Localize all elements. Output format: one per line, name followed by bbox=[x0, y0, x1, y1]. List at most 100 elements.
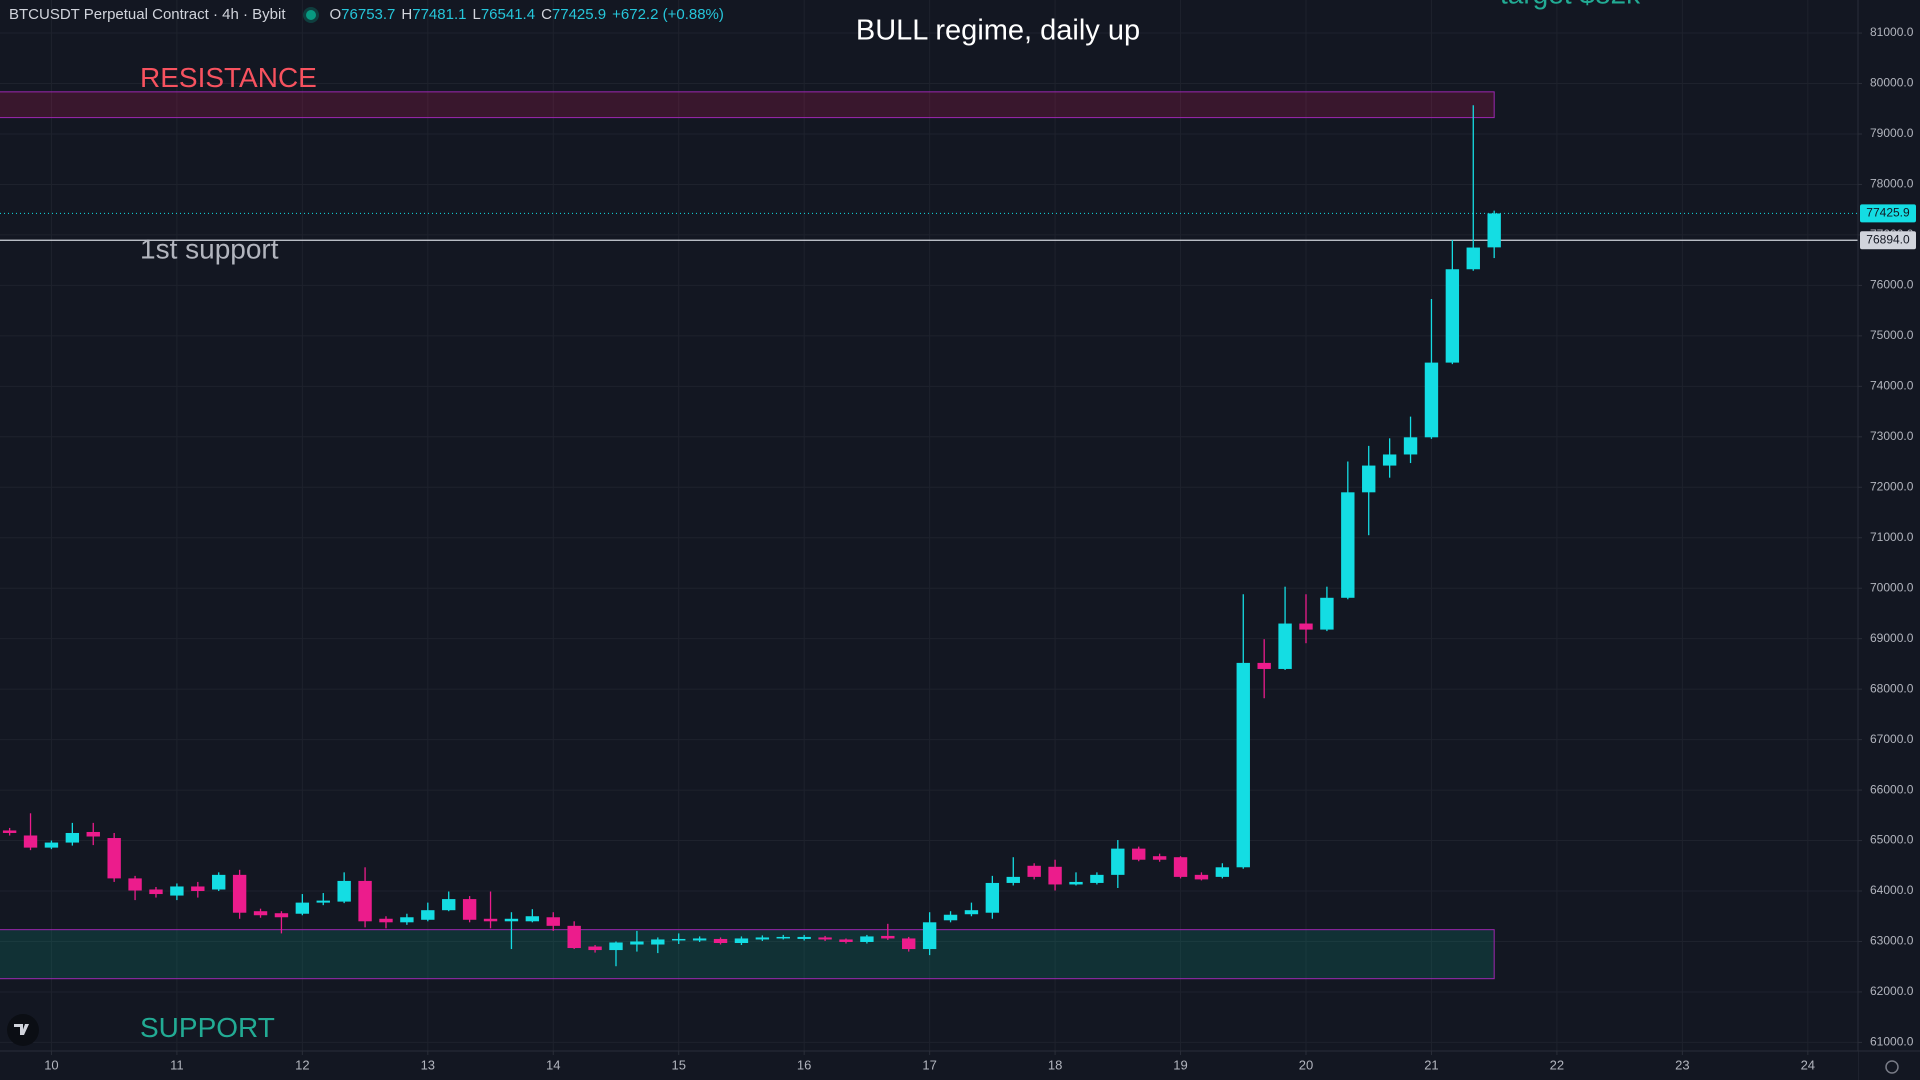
candle-body bbox=[1299, 623, 1313, 630]
candle-body bbox=[1194, 874, 1209, 880]
ohlc-label: L bbox=[472, 6, 481, 23]
candle-body bbox=[797, 936, 811, 939]
tv-logo bbox=[7, 1014, 39, 1046]
time-axis bbox=[0, 1051, 1858, 1080]
candle-body bbox=[107, 838, 121, 879]
ohlc-label: C bbox=[541, 6, 552, 23]
zone-label: RESISTANCE bbox=[140, 62, 317, 93]
candle-body bbox=[65, 832, 80, 843]
x-tick-label: 13 bbox=[421, 1057, 435, 1072]
candle-body bbox=[567, 925, 581, 949]
x-tick-label: 19 bbox=[1173, 1057, 1187, 1072]
x-tick-label: 24 bbox=[1801, 1057, 1815, 1072]
candle-body bbox=[1132, 848, 1146, 860]
candle-body bbox=[943, 914, 958, 921]
status-dot bbox=[305, 9, 316, 20]
candle-body bbox=[1152, 856, 1167, 860]
x-tick-label: 16 bbox=[797, 1057, 811, 1072]
candle-body bbox=[1173, 857, 1188, 877]
symbol[interactable]: BTCUSDT Perpetual Contract · 4h · Bybit bbox=[9, 6, 286, 23]
y-tick-label: 72000.0 bbox=[1870, 479, 1914, 493]
x-tick-label: 22 bbox=[1550, 1057, 1564, 1072]
line-label: 1st support bbox=[140, 234, 279, 265]
candle-body bbox=[232, 874, 247, 913]
candle-body bbox=[1236, 662, 1250, 868]
x-tick-label: 17 bbox=[922, 1057, 936, 1072]
candle-body bbox=[442, 899, 456, 911]
candle-body bbox=[1362, 465, 1376, 493]
change: +672.2 (+0.88%) bbox=[612, 6, 724, 23]
candle-body bbox=[651, 939, 665, 945]
candle-body bbox=[400, 917, 414, 923]
candle-body bbox=[734, 938, 749, 943]
settings-icon[interactable] bbox=[1885, 1060, 1899, 1074]
y-tick-label: 67000.0 bbox=[1870, 732, 1914, 746]
candle-body bbox=[1111, 848, 1125, 875]
candle-body bbox=[1487, 213, 1501, 248]
candle-body bbox=[985, 882, 1000, 913]
candle-body bbox=[1445, 269, 1460, 363]
ohlc-value: 76541.4 bbox=[480, 6, 536, 23]
candle-body bbox=[818, 937, 832, 940]
x-tick-label: 18 bbox=[1048, 1057, 1062, 1072]
price-axis bbox=[1858, 0, 1920, 1080]
candle-body bbox=[379, 918, 393, 923]
candle-body bbox=[253, 911, 268, 916]
candle-body bbox=[588, 946, 602, 951]
symbol-header: BTCUSDT Perpetual Contract · 4h · Bybit … bbox=[9, 6, 724, 23]
y-tick-label: 70000.0 bbox=[1870, 580, 1914, 594]
candle-body bbox=[274, 913, 289, 918]
candle-body bbox=[23, 835, 38, 848]
ohlc-legend: O76753.7 H77481.1 L76541.4 C77425.9 bbox=[330, 6, 607, 23]
candle-body bbox=[1466, 247, 1480, 270]
y-tick-label: 64000.0 bbox=[1870, 883, 1914, 897]
candle-body bbox=[755, 937, 770, 940]
chart-title: BULL regime, daily up bbox=[856, 15, 1140, 47]
y-tick-label: 62000.0 bbox=[1870, 984, 1914, 998]
y-tick-label: 76000.0 bbox=[1870, 278, 1914, 292]
ohlc-label: H bbox=[401, 6, 413, 23]
y-tick-label: 73000.0 bbox=[1870, 429, 1914, 443]
x-tick-label: 15 bbox=[671, 1057, 685, 1072]
x-tick-label: 10 bbox=[44, 1057, 58, 1072]
candle-body bbox=[358, 880, 372, 922]
candle-body bbox=[1215, 867, 1230, 877]
candle-body bbox=[316, 900, 330, 903]
candle-body bbox=[839, 939, 853, 942]
candle-body bbox=[191, 886, 205, 892]
candle-body bbox=[170, 886, 184, 896]
zone bbox=[0, 91, 1495, 119]
x-tick-label: 12 bbox=[295, 1057, 309, 1072]
ohlc-value: 77425.9 bbox=[551, 6, 607, 23]
zone-label: SUPPORT bbox=[140, 1012, 275, 1043]
candle-body bbox=[1320, 597, 1334, 630]
candle-body bbox=[337, 880, 351, 902]
candle-body bbox=[1048, 866, 1062, 885]
candle-body bbox=[1403, 437, 1418, 455]
ohlc-label: O bbox=[329, 6, 342, 23]
x-tick-label: 21 bbox=[1424, 1057, 1438, 1072]
candle-body bbox=[149, 889, 163, 895]
last-price-tag bbox=[1860, 204, 1916, 223]
logo-mark bbox=[14, 1024, 29, 1035]
y-tick-label: 81000.0 bbox=[1870, 25, 1914, 39]
candle-body bbox=[2, 830, 17, 833]
last-price-label: 77425.9 bbox=[1866, 206, 1910, 220]
candle-body bbox=[421, 910, 435, 920]
candle-body bbox=[713, 938, 728, 943]
y-tick-label: 65000.0 bbox=[1870, 833, 1914, 847]
candle-body bbox=[922, 922, 937, 950]
candle-body bbox=[86, 831, 100, 837]
candle-body bbox=[525, 916, 540, 922]
candle-body bbox=[504, 918, 519, 922]
y-tick-label: 63000.0 bbox=[1870, 934, 1914, 948]
y-tick-label: 69000.0 bbox=[1870, 631, 1914, 645]
line-price-tag bbox=[1860, 231, 1916, 250]
x-tick-label: 20 bbox=[1299, 1057, 1313, 1072]
candle-body bbox=[881, 935, 895, 939]
line-price-label: 76894.0 bbox=[1866, 232, 1910, 246]
candle-body bbox=[630, 941, 644, 945]
candle-body bbox=[1278, 623, 1292, 669]
